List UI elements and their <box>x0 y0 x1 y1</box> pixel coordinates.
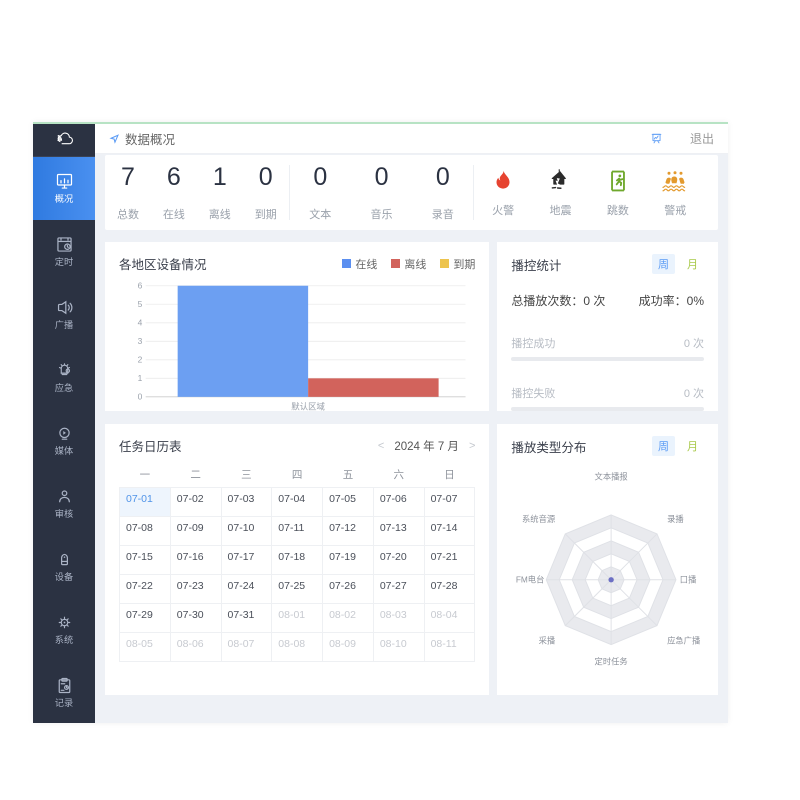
svg-text:系统音源: 系统音源 <box>522 514 555 524</box>
svg-text:1: 1 <box>138 373 143 383</box>
svg-text:6: 6 <box>138 280 143 290</box>
svg-text:2: 2 <box>138 354 143 364</box>
svg-text:5: 5 <box>138 299 143 309</box>
svg-text:录播: 录播 <box>667 514 684 524</box>
svg-text:默认区域: 默认区域 <box>291 401 325 411</box>
svg-text:定时任务: 定时任务 <box>595 657 628 667</box>
svg-text:采播: 采播 <box>539 635 556 645</box>
svg-text:文本播报: 文本播报 <box>595 472 628 482</box>
svg-text:0: 0 <box>138 391 143 401</box>
svg-text:应急广播: 应急广播 <box>667 635 701 645</box>
svg-text:3: 3 <box>138 336 143 346</box>
svg-text:口播: 口播 <box>680 575 697 585</box>
svg-text:4: 4 <box>138 317 143 327</box>
svg-text:FM电台: FM电台 <box>516 575 545 585</box>
